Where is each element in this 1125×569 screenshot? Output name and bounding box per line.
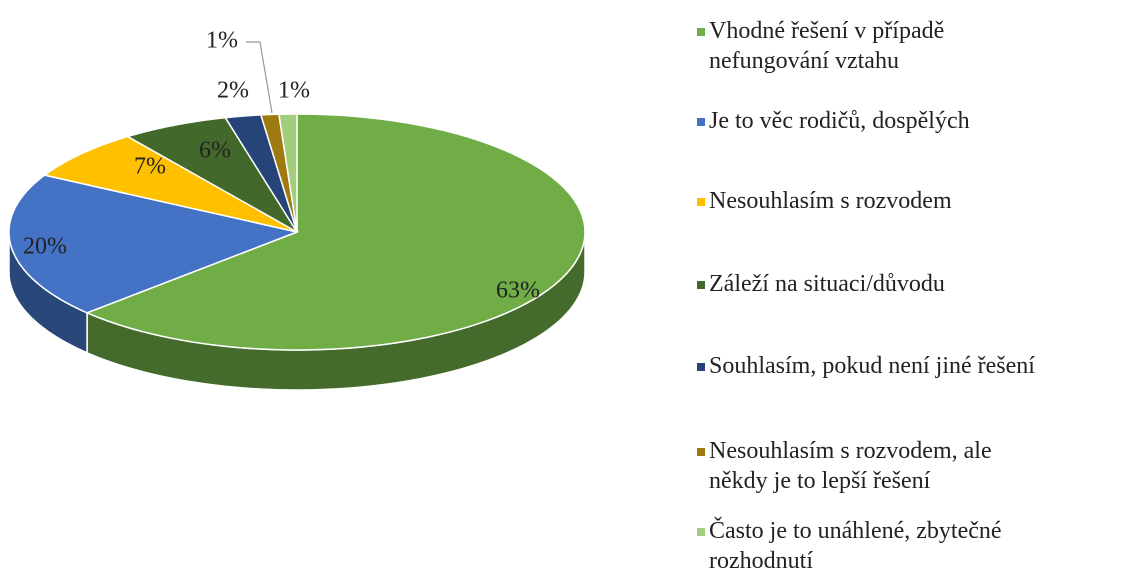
leader-line <box>246 41 273 114</box>
legend-item: Často je to unáhlené, zbytečné rozhodnut… <box>697 516 1109 569</box>
slice <box>259 113 298 233</box>
legend-item: Záleží na situaci/důvodu <box>697 269 1109 299</box>
legend-label: Záleží na situaci/důvodu <box>709 271 945 297</box>
legend-label: Nesouhlasím s rozvodem <box>709 188 952 214</box>
legend-item: Vhodné řešení v případě nefungování vzta… <box>697 16 1109 76</box>
pie-plot: 63% 20% 7% 6% 2% 1% 1% <box>8 28 586 391</box>
legend-label: Nesouhlasím s rozvodem, ale někdy je to … <box>709 438 992 494</box>
legend-item: Nesouhlasím s rozvodem, ale někdy je to … <box>697 436 1109 496</box>
data-label: 7% <box>134 154 166 180</box>
legend-swatch <box>697 28 705 36</box>
legend-label: Vhodné řešení v případě nefungování vzta… <box>709 18 945 74</box>
slice <box>85 113 586 351</box>
legend-item: Je to věc rodičů, dospělých <box>697 106 1109 136</box>
slice <box>125 116 298 233</box>
legend-swatch <box>697 281 705 289</box>
slice <box>224 114 298 233</box>
legend-swatch <box>697 448 705 456</box>
data-label: 2% <box>217 78 249 104</box>
data-label: 63% <box>496 278 540 304</box>
data-label: 1% <box>278 78 310 104</box>
slice <box>42 135 298 233</box>
data-label: 1% <box>206 28 238 54</box>
data-label: 20% <box>23 234 67 260</box>
slice <box>8 174 300 314</box>
slice <box>278 113 298 233</box>
legend-label: Často je to unáhlené, zbytečné rozhodnut… <box>709 518 1002 569</box>
legend-item: Souhlasím, pokud není jiné řešení <box>697 351 1109 381</box>
legend-swatch <box>697 528 705 536</box>
data-label: 6% <box>199 138 231 164</box>
legend-swatch <box>697 118 705 126</box>
legend-item: Nesouhlasím s rozvodem <box>697 186 1109 216</box>
legend-label: Souhlasím, pokud není jiné řešení <box>709 353 1035 379</box>
legend-swatch <box>697 363 705 371</box>
legend-label: Je to věc rodičů, dospělých <box>709 108 970 134</box>
legend-swatch <box>697 198 705 206</box>
